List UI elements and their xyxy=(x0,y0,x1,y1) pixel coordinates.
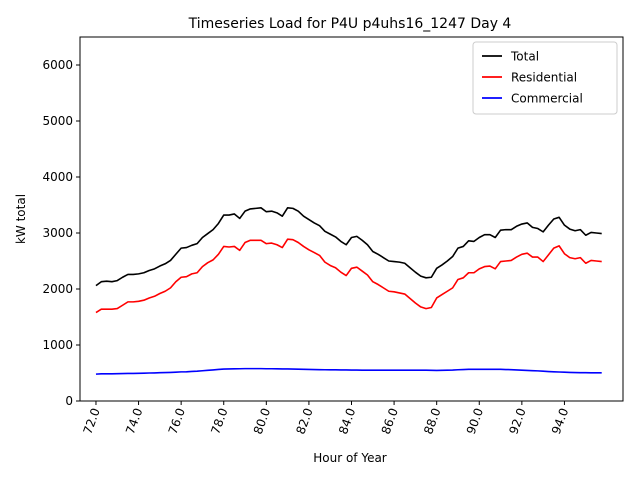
series-line-commercial xyxy=(95,367,602,375)
series-line-residential xyxy=(95,238,602,314)
x-tick-label: 76.0 xyxy=(166,406,188,436)
y-axis-label: kW total xyxy=(14,194,28,244)
x-tick-label: 78.0 xyxy=(208,406,230,436)
plot-area xyxy=(95,207,602,375)
y-tick-label: 4000 xyxy=(42,170,73,184)
x-tick-label: 72.0 xyxy=(80,406,102,436)
x-axis: 72.0 74.0 76.0 78.0 80.0 82.0 84.0 86.0 88.0 90.0… xyxy=(80,401,571,436)
legend-label-commercial: Commercial xyxy=(511,92,583,106)
x-tick-label: 74.0 xyxy=(123,406,145,436)
chart-title: Timeseries Load for P4U p4uhs16_1247 Day… xyxy=(188,16,512,32)
x-tick-label: 92.0 xyxy=(506,406,528,436)
legend-label-residential: Residential xyxy=(511,71,577,85)
y-tick-label: 6000 xyxy=(42,58,73,72)
x-axis-label: Hour of Year xyxy=(313,451,387,465)
plot-frame xyxy=(79,36,624,402)
x-tick-label: 94.0 xyxy=(549,406,571,436)
y-tick-label: 3000 xyxy=(42,226,73,240)
y-tick-label: 1000 xyxy=(42,338,73,352)
y-tick-label: 5000 xyxy=(42,114,73,128)
x-tick-label: 90.0 xyxy=(464,406,486,436)
y-tick-label: 2000 xyxy=(42,282,73,296)
legend-box xyxy=(472,41,618,115)
series-line-total xyxy=(95,207,602,287)
y-axis: 0 1000 2000 3000 4000 5000 6000 xyxy=(42,58,80,408)
x-tick-label: 86.0 xyxy=(379,406,401,436)
x-tick-label: 82.0 xyxy=(293,406,315,436)
legend: Total Residential Commercial xyxy=(472,41,618,115)
legend-label-total: Total xyxy=(510,50,539,64)
x-tick-label: 84.0 xyxy=(336,406,358,436)
y-tick-label: 0 xyxy=(65,394,73,408)
x-tick-label: 80.0 xyxy=(251,406,273,436)
x-tick-label: 88.0 xyxy=(421,406,443,436)
